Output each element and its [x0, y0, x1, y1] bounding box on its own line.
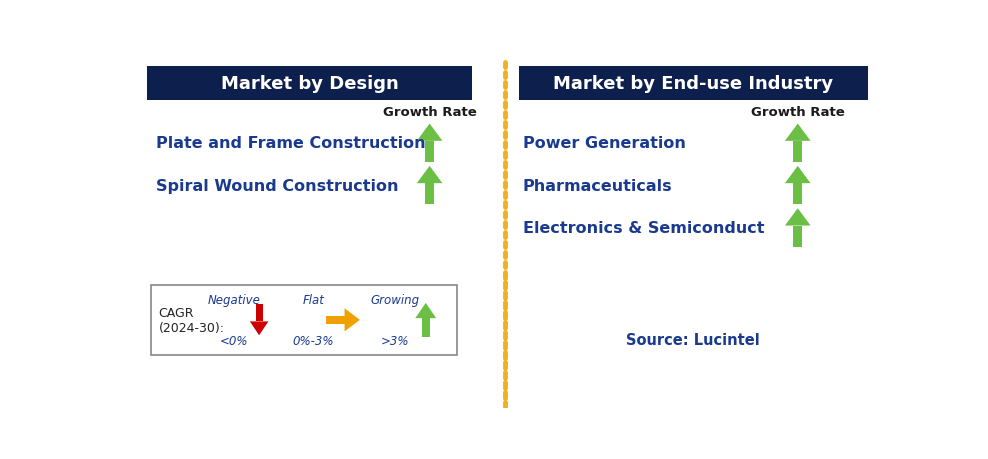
Bar: [519, 67, 867, 101]
Text: Plate and Frame Construction: Plate and Frame Construction: [156, 136, 426, 151]
Polygon shape: [345, 308, 360, 332]
Text: Source: Lucintel: Source: Lucintel: [626, 332, 760, 347]
Polygon shape: [250, 322, 269, 336]
Bar: [147, 67, 472, 101]
Text: Market by Design: Market by Design: [220, 75, 398, 93]
Text: Pharmaceuticals: Pharmaceuticals: [523, 178, 672, 193]
Polygon shape: [415, 303, 437, 319]
Bar: [326, 316, 345, 325]
Text: Growth Rate: Growth Rate: [382, 106, 476, 119]
Text: Growth Rate: Growth Rate: [751, 106, 845, 119]
Text: Spiral Wound Construction: Spiral Wound Construction: [156, 178, 398, 193]
Bar: [793, 184, 802, 205]
Bar: [793, 141, 802, 162]
Polygon shape: [417, 124, 443, 141]
Polygon shape: [784, 209, 810, 226]
Bar: [422, 319, 430, 337]
Text: Growing: Growing: [370, 293, 419, 306]
Text: >3%: >3%: [380, 335, 409, 347]
Text: Negative: Negative: [207, 293, 261, 306]
Polygon shape: [784, 124, 810, 141]
Text: CAGR
(2024-30):: CAGR (2024-30):: [158, 306, 224, 334]
Text: Market by End-use Industry: Market by End-use Industry: [553, 75, 833, 93]
Bar: [793, 226, 802, 247]
Bar: [425, 184, 435, 205]
Text: 0%-3%: 0%-3%: [292, 335, 334, 347]
Bar: [425, 141, 435, 162]
Text: Flat: Flat: [302, 293, 324, 306]
Bar: [150, 285, 456, 355]
Text: Electronics & Semiconduct: Electronics & Semiconduct: [523, 220, 764, 235]
Text: Power Generation: Power Generation: [523, 136, 686, 151]
Polygon shape: [784, 167, 810, 184]
Polygon shape: [417, 167, 443, 184]
Bar: [256, 305, 263, 322]
Text: <0%: <0%: [220, 335, 249, 347]
